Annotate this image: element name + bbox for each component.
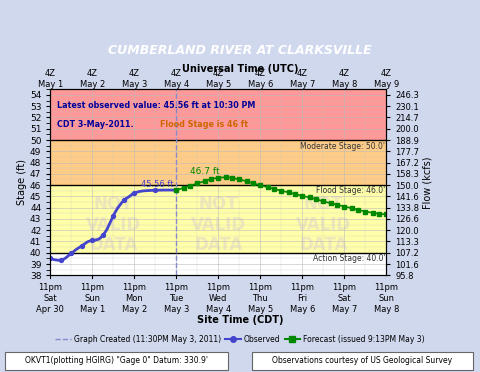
Text: Flood Stage: 46.0': Flood Stage: 46.0': [316, 186, 385, 195]
Text: 11pm: 11pm: [206, 283, 230, 292]
Text: May 4: May 4: [164, 80, 189, 89]
Text: NOT
VALID
DATA: NOT VALID DATA: [191, 195, 246, 254]
Text: 4Z: 4Z: [171, 70, 182, 78]
Text: OKVT1(plotting HGIRG) "Gage 0" Datum: 330.9': OKVT1(plotting HGIRG) "Gage 0" Datum: 33…: [25, 356, 208, 365]
Text: 4Z: 4Z: [297, 70, 308, 78]
Text: Moderate Stage: 50.0': Moderate Stage: 50.0': [300, 142, 385, 151]
Text: 4Z: 4Z: [255, 70, 266, 78]
Text: May 2: May 2: [122, 305, 147, 314]
Text: Apr 30: Apr 30: [36, 305, 64, 314]
Text: 46.7 ft: 46.7 ft: [190, 167, 219, 176]
Text: 11pm: 11pm: [38, 283, 62, 292]
Text: May 3: May 3: [122, 80, 147, 89]
Text: Universal Time (UTC): Universal Time (UTC): [182, 64, 298, 74]
Text: 11pm: 11pm: [164, 283, 188, 292]
Text: 11pm: 11pm: [81, 283, 105, 292]
Text: May 9: May 9: [374, 80, 399, 89]
Text: Fri: Fri: [297, 294, 308, 303]
Y-axis label: Flow (kcfs): Flow (kcfs): [422, 156, 432, 209]
Text: NOT
VALID
DATA: NOT VALID DATA: [296, 195, 351, 254]
Text: Mon: Mon: [126, 294, 143, 303]
Text: May 5: May 5: [206, 80, 231, 89]
Text: Sat: Sat: [44, 294, 57, 303]
Text: May 6: May 6: [248, 80, 273, 89]
Text: 11pm: 11pm: [332, 283, 356, 292]
Legend: Graph Created (11:30PM May 3, 2011), Observed, Forecast (issued 9:13PM May 3): Graph Created (11:30PM May 3, 2011), Obs…: [52, 332, 428, 347]
Text: May 6: May 6: [290, 305, 315, 314]
FancyBboxPatch shape: [5, 352, 228, 370]
Text: May 8: May 8: [374, 305, 399, 314]
Text: 11pm: 11pm: [122, 283, 146, 292]
Text: Wed: Wed: [209, 294, 228, 303]
Text: May 2: May 2: [80, 80, 105, 89]
Text: 11pm: 11pm: [249, 283, 272, 292]
Text: 4Z: 4Z: [129, 70, 140, 78]
Text: NOT
VALID
DATA: NOT VALID DATA: [86, 195, 141, 254]
Text: May 7: May 7: [290, 80, 315, 89]
Text: 4Z: 4Z: [213, 70, 224, 78]
Text: CUMBERLAND RIVER AT CLARKSVILLE: CUMBERLAND RIVER AT CLARKSVILLE: [108, 44, 372, 57]
Text: 4Z: 4Z: [45, 70, 56, 78]
Text: Sun: Sun: [378, 294, 395, 303]
Text: Sun: Sun: [84, 294, 100, 303]
Text: Action Stage: 40.0': Action Stage: 40.0': [312, 254, 385, 263]
Text: May 1: May 1: [38, 80, 63, 89]
Bar: [50, 253, 386, 275]
Text: Observations courtesy of US Geological Survey: Observations courtesy of US Geological S…: [272, 356, 453, 365]
Text: Thu: Thu: [252, 294, 268, 303]
Text: 4Z: 4Z: [381, 70, 392, 78]
FancyBboxPatch shape: [252, 352, 473, 370]
Y-axis label: Stage (ft): Stage (ft): [17, 159, 27, 205]
Text: 45.56 ft: 45.56 ft: [141, 180, 173, 189]
Text: May 5: May 5: [248, 305, 273, 314]
Text: NOT
VALID
DATA: NOT VALID DATA: [86, 195, 141, 254]
Text: May 4: May 4: [206, 305, 231, 314]
Text: 11pm: 11pm: [290, 283, 314, 292]
Text: 11pm: 11pm: [374, 283, 398, 292]
Bar: [50, 185, 386, 253]
Text: Tue: Tue: [169, 294, 183, 303]
Text: NOT
VALID
DATA: NOT VALID DATA: [191, 195, 246, 254]
Text: May 8: May 8: [332, 80, 357, 89]
Text: May 3: May 3: [164, 305, 189, 314]
Text: 4Z: 4Z: [87, 70, 98, 78]
Bar: [50, 140, 386, 185]
Text: NOT
VALID
DATA: NOT VALID DATA: [296, 195, 351, 254]
Text: May 1: May 1: [80, 305, 105, 314]
Text: Site Time (CDT): Site Time (CDT): [197, 315, 283, 325]
Text: Sat: Sat: [337, 294, 351, 303]
Bar: [50, 89, 386, 140]
Text: 4Z: 4Z: [339, 70, 350, 78]
Text: May 7: May 7: [332, 305, 357, 314]
